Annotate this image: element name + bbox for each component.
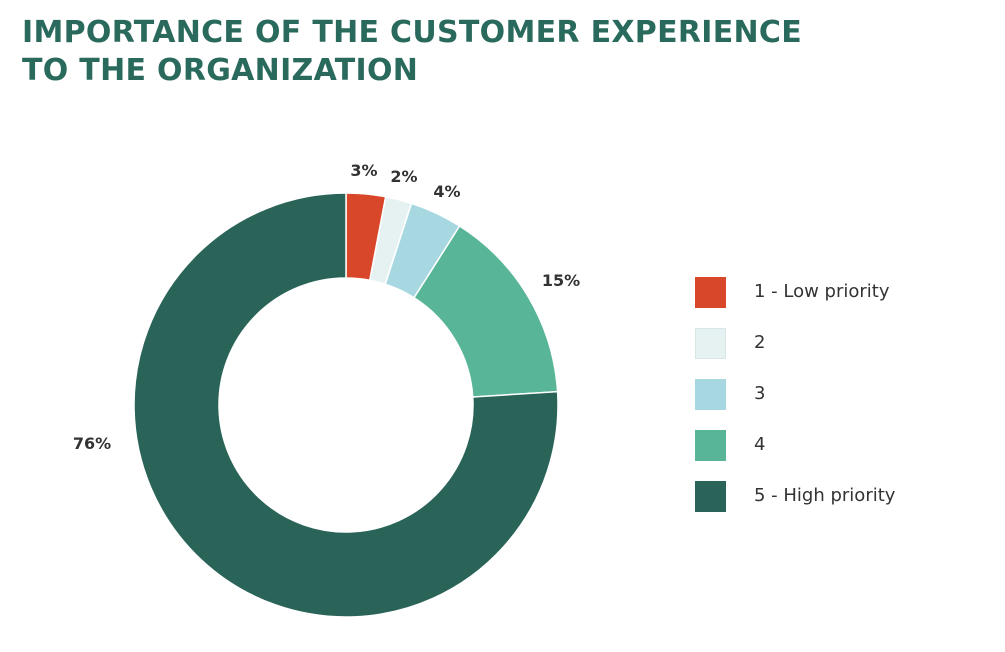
data-label-3: 4% [433, 182, 460, 201]
legend-item-5-high-priority: 5 - High priority [695, 481, 995, 532]
donut-slice-5 [133, 192, 559, 618]
legend-label-4: 4 [754, 434, 766, 455]
data-label-2: 2% [390, 167, 417, 186]
legend-swatch-1 [695, 277, 726, 308]
legend-swatch-4 [695, 430, 726, 461]
chart-title: IMPORTANCE OF THE CUSTOMER EXPERIENCE TO… [22, 14, 802, 90]
legend-item-2: 2 [695, 328, 995, 379]
data-label-5: 76% [73, 434, 111, 453]
legend-item-4: 4 [695, 430, 995, 481]
chart-title-line-1: IMPORTANCE OF THE CUSTOMER EXPERIENCE [22, 15, 803, 50]
data-label-4: 15% [542, 271, 580, 290]
legend-label-5: 5 - High priority [754, 485, 896, 506]
legend-swatch-2 [695, 328, 726, 359]
legend-item-3: 3 [695, 379, 995, 430]
data-label-1: 3% [350, 161, 377, 180]
legend-label-2: 2 [754, 332, 766, 353]
chart-legend: 1 - Low priority 2 3 4 5 - High priority [695, 277, 995, 532]
legend-swatch-3 [695, 379, 726, 410]
legend-item-1-low-priority: 1 - Low priority [695, 277, 995, 328]
legend-label-3: 3 [754, 383, 766, 404]
chart-title-line-2: TO THE ORGANIZATION [22, 53, 419, 88]
legend-swatch-5 [695, 481, 726, 512]
legend-label-1: 1 - Low priority [754, 281, 890, 302]
